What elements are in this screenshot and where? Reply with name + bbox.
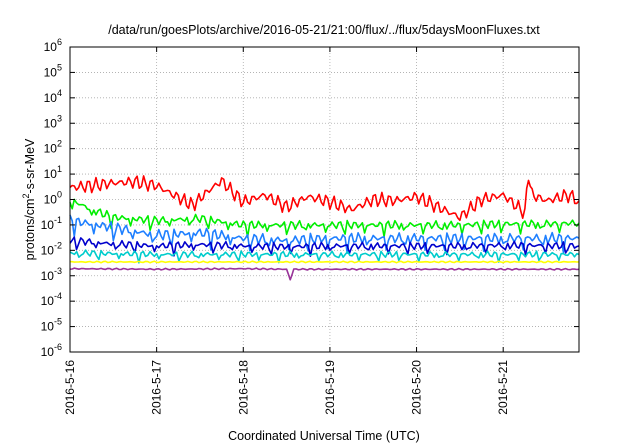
y-tick-label: 106 [44, 37, 62, 54]
series-line [69, 236, 580, 258]
x-tick-label: 2016-5-20 [410, 360, 424, 415]
y-tick-exponent: 5 [57, 62, 62, 72]
y-tick-base: 10 [44, 91, 58, 105]
axis-ticks: 10-610-510-410-310-210-11001011021031041… [41, 37, 579, 415]
y-tick-exponent: 1 [57, 164, 62, 174]
y-tick-label: 105 [44, 62, 62, 79]
y-tick-base: 10 [44, 142, 58, 156]
y-tick-exponent: 4 [57, 88, 62, 98]
chart-title: /data/run/goesPlots/archive/2016-05-21/2… [108, 23, 540, 37]
y-axis-label-exponent: 2 [21, 194, 31, 199]
x-tick-label: 2016-5-18 [236, 360, 250, 415]
y-tick-base: 10 [41, 269, 55, 283]
series-lines [69, 175, 580, 281]
y-tick-base: 10 [41, 243, 55, 257]
x-tick-label: 2016-5-16 [63, 360, 77, 415]
x-axis-label: Coordinated Universal Time (UTC) [228, 429, 420, 443]
y-tick-exponent: -1 [54, 215, 62, 225]
y-tick-label: 104 [44, 88, 62, 105]
series-line [70, 260, 580, 264]
y-tick-label: 102 [44, 139, 62, 156]
y-tick-label: 100 [44, 190, 62, 207]
x-tick-label: 2016-5-19 [323, 360, 337, 415]
y-axis-label-part: protons/cm [23, 199, 37, 261]
x-tick-label: 2016-5-17 [150, 360, 164, 415]
y-tick-exponent: -2 [54, 240, 62, 250]
series-line [69, 249, 580, 264]
y-tick-label: 10-6 [41, 342, 62, 359]
y-tick-exponent: 0 [57, 190, 62, 200]
y-tick-base: 10 [41, 320, 55, 334]
series-line [69, 267, 580, 281]
y-tick-exponent: -6 [54, 342, 62, 352]
y-tick-label: 10-3 [41, 266, 62, 283]
series-line [69, 175, 580, 222]
y-tick-exponent: -4 [54, 291, 62, 301]
y-tick-base: 10 [41, 345, 55, 359]
series-line [69, 214, 580, 254]
y-tick-base: 10 [44, 65, 58, 79]
y-tick-label: 103 [44, 113, 62, 130]
y-tick-exponent: 2 [57, 139, 62, 149]
y-tick-base: 10 [44, 167, 58, 181]
y-tick-exponent: -5 [54, 317, 62, 327]
y-tick-base: 10 [44, 40, 58, 54]
y-tick-base: 10 [41, 294, 55, 308]
y-tick-label: 10-2 [41, 240, 62, 257]
y-tick-base: 10 [41, 218, 55, 232]
y-tick-label: 101 [44, 164, 62, 181]
y-axis-label: protons/cm2-s-sr-MeV [21, 138, 37, 260]
y-tick-base: 10 [44, 116, 58, 130]
x-tick-label: 2016-5-21 [496, 360, 510, 415]
y-tick-exponent: 6 [57, 37, 62, 47]
y-tick-label: 10-4 [41, 291, 62, 308]
y-tick-base: 10 [44, 193, 58, 207]
y-tick-label: 10-5 [41, 317, 62, 334]
series-line [69, 198, 580, 239]
y-tick-label: 10-1 [41, 215, 62, 232]
y-tick-exponent: -3 [54, 266, 62, 276]
y-tick-exponent: 3 [57, 113, 62, 123]
y-axis-label-part: -s-sr-MeV [23, 138, 37, 194]
